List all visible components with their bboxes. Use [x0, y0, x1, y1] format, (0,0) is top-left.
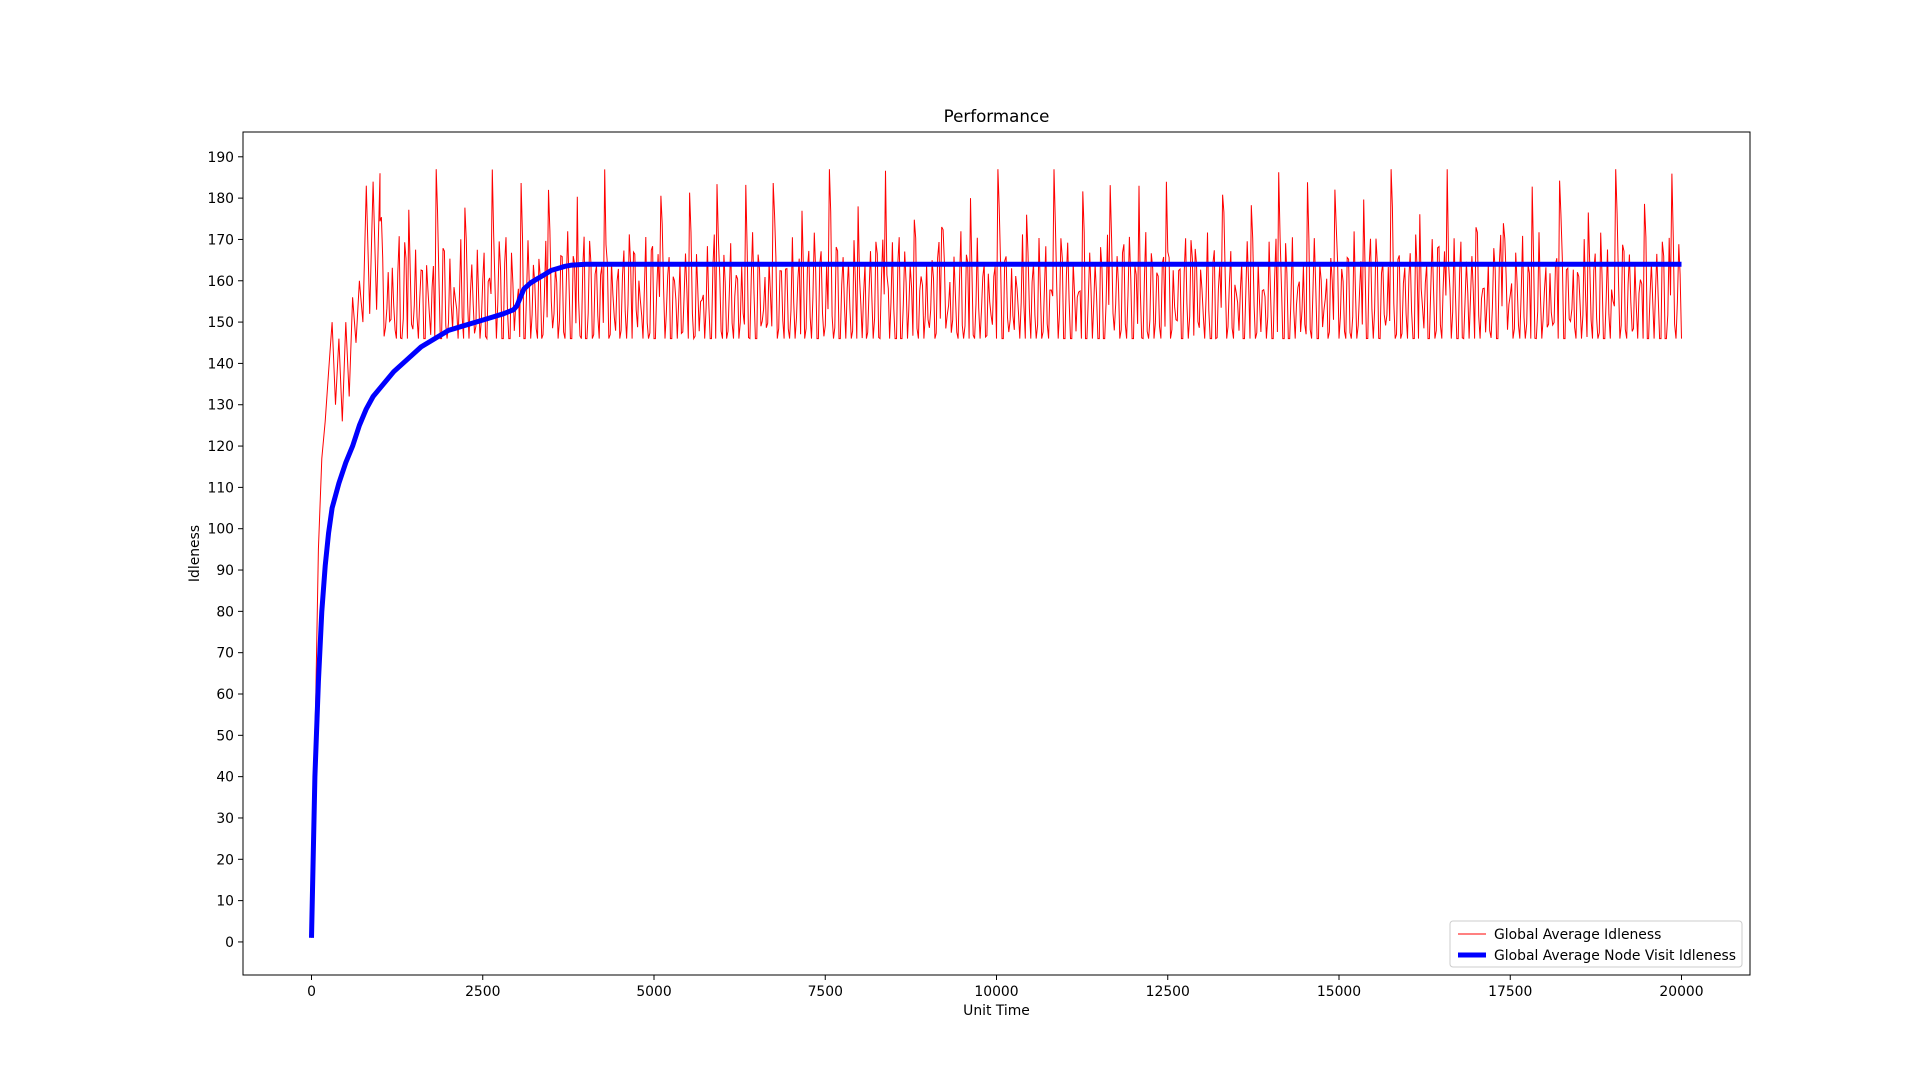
- y-tick-label: 30: [216, 811, 234, 827]
- legend-label: Global Average Node Visit Idleness: [1494, 948, 1736, 964]
- x-tick-label: 15000: [1317, 984, 1361, 1000]
- y-tick-label: 120: [207, 439, 234, 455]
- x-tick-label: 2500: [465, 984, 500, 1000]
- x-tick-label: 7500: [808, 984, 843, 1000]
- x-tick-label: 0: [307, 984, 316, 1000]
- y-tick-label: 110: [207, 480, 234, 496]
- y-tick-label: 180: [207, 191, 234, 207]
- x-tick-label: 5000: [636, 984, 671, 1000]
- y-tick-label: 40: [216, 770, 234, 786]
- legend: Global Average Idleness Global Average No…: [1449, 920, 1743, 968]
- x-tick-label: 20000: [1659, 984, 1703, 1000]
- y-tick-label: 60: [216, 687, 234, 703]
- y-tick-label: 20: [216, 852, 234, 868]
- plot-series: [309, 169, 1682, 938]
- series-line-global-average-node-visit-idleness: [309, 261, 1682, 938]
- y-tick-label: 160: [207, 274, 234, 290]
- y-tick-label: 70: [216, 646, 234, 662]
- y-tick-label: 80: [216, 604, 234, 620]
- chart-title: Performance: [944, 106, 1050, 126]
- y-tick-label: 150: [207, 315, 234, 331]
- x-axis-label: Unit Time: [963, 1003, 1030, 1019]
- y-tick-label: 140: [207, 356, 234, 372]
- y-tick-label: 10: [216, 894, 234, 910]
- y-tick-label: 170: [207, 232, 234, 248]
- y-axis-label: Idleness: [187, 525, 203, 582]
- y-tick-label: 100: [207, 522, 234, 538]
- legend-label: Global Average Idleness: [1494, 927, 1661, 943]
- x-axis: 0 2500 5000 7500 10000 12500 15000 17500 20000: [307, 975, 1704, 1000]
- y-axis: 0 10 20 30 40 50 60 70 80 90 100 110 120 130 140 150 160…: [207, 150, 243, 951]
- y-tick-label: 0: [225, 935, 234, 951]
- series-line-global-average-idleness: [311, 169, 1682, 938]
- x-tick-label: 17500: [1488, 984, 1532, 1000]
- y-tick-label: 190: [207, 150, 234, 166]
- x-tick-label: 12500: [1146, 984, 1190, 1000]
- y-tick-label: 50: [216, 728, 234, 744]
- y-tick-label: 130: [207, 398, 234, 414]
- y-tick-label: 90: [216, 563, 234, 579]
- x-tick-label: 10000: [974, 984, 1018, 1000]
- legend-box: [1449, 920, 1743, 968]
